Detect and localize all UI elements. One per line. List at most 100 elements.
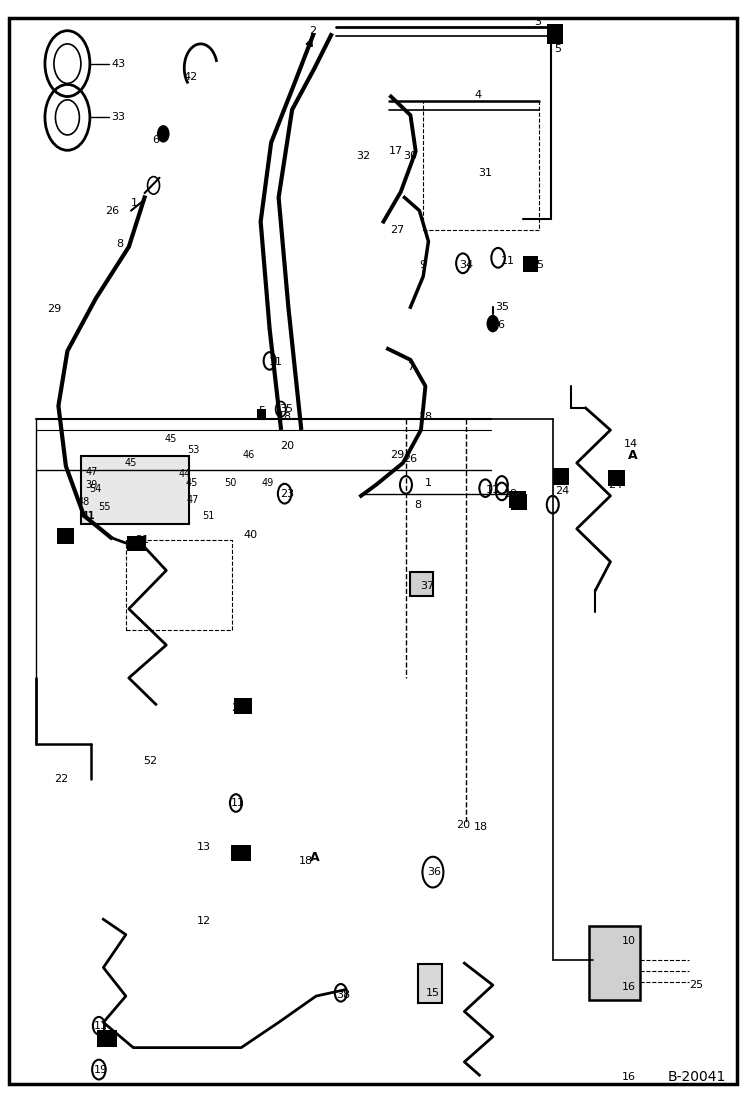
- Text: 24: 24: [228, 850, 243, 861]
- Text: 16: 16: [622, 1072, 636, 1083]
- Text: 19: 19: [504, 488, 518, 499]
- Bar: [523, 256, 538, 272]
- Text: 26: 26: [106, 205, 119, 216]
- Text: 43: 43: [112, 58, 125, 69]
- Bar: [589, 926, 640, 1000]
- Bar: [553, 468, 569, 485]
- Text: 25: 25: [690, 980, 703, 991]
- Text: 53: 53: [187, 444, 199, 455]
- Text: 48: 48: [78, 497, 90, 508]
- Text: 5: 5: [258, 406, 266, 417]
- Text: 8: 8: [116, 238, 124, 249]
- Bar: [127, 536, 146, 551]
- Bar: [97, 1030, 117, 1047]
- Text: 14: 14: [624, 439, 637, 450]
- Text: 24: 24: [608, 479, 623, 490]
- Text: 36: 36: [428, 867, 441, 878]
- Text: 26: 26: [404, 453, 417, 464]
- Text: 45: 45: [186, 477, 198, 488]
- Text: 22: 22: [54, 773, 69, 784]
- Text: 24: 24: [554, 486, 569, 497]
- Text: 18: 18: [278, 411, 291, 422]
- Text: 3: 3: [534, 16, 542, 27]
- Text: 18: 18: [419, 411, 432, 422]
- Bar: [57, 528, 74, 544]
- Text: 7: 7: [407, 362, 414, 373]
- Text: 11: 11: [501, 256, 515, 267]
- Text: 11: 11: [94, 1020, 108, 1031]
- Text: 6: 6: [497, 319, 504, 330]
- Text: 20: 20: [281, 441, 294, 452]
- Text: 35: 35: [279, 404, 293, 415]
- Text: 24: 24: [99, 1037, 114, 1048]
- Text: 2: 2: [309, 25, 317, 36]
- Text: 41: 41: [82, 510, 95, 521]
- Text: 46: 46: [243, 450, 255, 461]
- Text: 39: 39: [85, 479, 97, 490]
- Text: 29: 29: [389, 450, 404, 461]
- Text: 19: 19: [94, 1064, 108, 1075]
- Bar: [126, 540, 232, 630]
- Text: 11: 11: [486, 485, 500, 496]
- Text: 17: 17: [389, 146, 402, 157]
- Text: 18: 18: [299, 856, 312, 867]
- Text: 5: 5: [536, 260, 543, 271]
- Text: 11: 11: [269, 357, 282, 367]
- Text: 47: 47: [85, 466, 97, 477]
- Text: 20: 20: [457, 819, 470, 830]
- Text: 28: 28: [231, 702, 246, 713]
- Text: 13: 13: [197, 841, 210, 852]
- Circle shape: [488, 316, 498, 331]
- Circle shape: [158, 126, 169, 142]
- Text: 9: 9: [419, 260, 427, 271]
- Text: 32: 32: [357, 150, 370, 161]
- Text: 45: 45: [165, 433, 177, 444]
- Text: 30: 30: [404, 150, 417, 161]
- Text: 6: 6: [152, 135, 160, 146]
- Bar: [257, 409, 266, 419]
- Text: A: A: [628, 449, 637, 462]
- Text: 27: 27: [389, 225, 404, 236]
- Bar: [509, 491, 526, 508]
- Text: 11: 11: [231, 798, 245, 808]
- Text: 49: 49: [262, 477, 274, 488]
- Text: 5: 5: [58, 532, 65, 543]
- Text: 42: 42: [184, 71, 198, 82]
- Text: 44: 44: [178, 468, 190, 479]
- Text: 4: 4: [474, 90, 482, 101]
- Text: 31: 31: [479, 168, 492, 179]
- Bar: [608, 470, 625, 486]
- Text: 52: 52: [143, 756, 157, 767]
- Text: 1: 1: [131, 197, 139, 208]
- Text: 38: 38: [336, 989, 350, 1000]
- Text: 51: 51: [202, 510, 214, 521]
- Text: B-20041: B-20041: [667, 1071, 726, 1084]
- Text: 29: 29: [46, 304, 61, 315]
- Bar: [511, 494, 527, 510]
- Text: 54: 54: [90, 484, 102, 495]
- Text: 40: 40: [244, 530, 258, 541]
- Bar: [423, 101, 539, 230]
- Text: 24: 24: [513, 499, 528, 510]
- Text: 33: 33: [112, 112, 125, 123]
- Text: 18: 18: [474, 822, 488, 833]
- Text: 23: 23: [281, 488, 294, 499]
- Text: 5: 5: [554, 44, 562, 55]
- Text: 10: 10: [622, 936, 636, 947]
- Text: 21: 21: [136, 534, 149, 545]
- Text: 15: 15: [426, 987, 440, 998]
- Text: 45: 45: [125, 457, 137, 468]
- Bar: [547, 24, 563, 44]
- Text: 55: 55: [99, 501, 111, 512]
- Text: A: A: [310, 851, 319, 864]
- Text: 34: 34: [459, 260, 473, 271]
- Text: 47: 47: [187, 495, 199, 506]
- Bar: [234, 698, 252, 714]
- Text: 50: 50: [225, 477, 237, 488]
- Bar: [418, 964, 442, 1003]
- Bar: [410, 572, 433, 596]
- Bar: [231, 845, 251, 861]
- Text: 16: 16: [622, 982, 636, 993]
- Text: 1: 1: [425, 477, 432, 488]
- Bar: [81, 456, 189, 524]
